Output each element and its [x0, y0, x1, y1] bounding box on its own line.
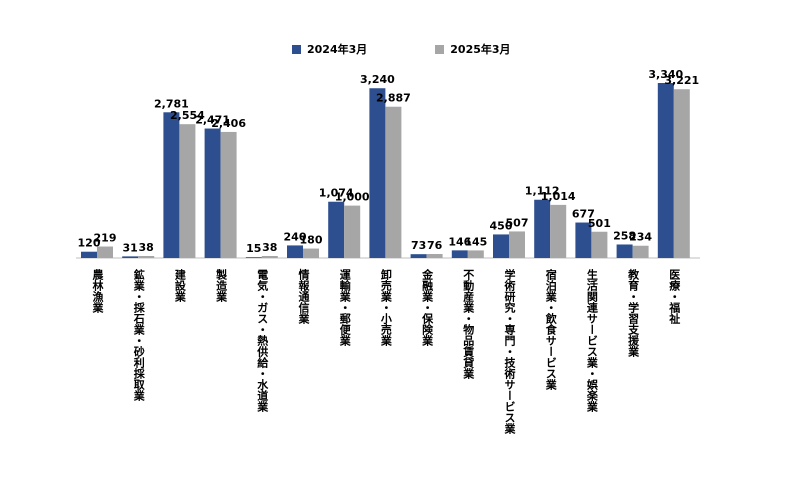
- bar-2024-2: [163, 112, 180, 258]
- x-tick-label-11: 宿泊業・飲食サービス業: [544, 269, 558, 390]
- data-label-2024-5: 240: [284, 230, 307, 243]
- x-tick-label-8: 金融業・保険業: [420, 269, 434, 346]
- data-label-2025-0: 219: [94, 232, 117, 245]
- legend-swatch-2024: [292, 44, 301, 54]
- data-label-2024-2: 2,781: [154, 97, 189, 110]
- bar-2024-13: [616, 244, 633, 258]
- bar-2024-0: [81, 251, 97, 258]
- x-tick-label-1: 鉱業・採石業・砂利採取業: [132, 269, 146, 401]
- legend: 2024年3月 2025年3月: [292, 41, 511, 57]
- bar-2024-9: [451, 250, 468, 258]
- data-label-2024-12: 677: [572, 208, 595, 221]
- data-label-2025-1: 38: [139, 241, 154, 254]
- bar-2024-4: [245, 257, 262, 258]
- data-label-2025-2: 2,554: [170, 109, 205, 122]
- bar-2025-12: [591, 231, 608, 258]
- x-tick-label-2: 建設業: [173, 269, 187, 302]
- bar-2025-10: [509, 231, 525, 258]
- x-tick-label-12: 生活関連サービス業・娯楽業: [585, 269, 599, 412]
- data-label-2024-3: 2,471: [195, 114, 230, 127]
- data-label-2024-6: 1,074: [319, 187, 354, 200]
- bar-2025-13: [632, 245, 649, 258]
- data-label-2025-5: 180: [300, 234, 323, 247]
- data-label-2024-0: 120: [78, 237, 101, 250]
- x-tick-label-4: 電気・ガス・熱供給・水道業: [255, 269, 269, 412]
- bar-2025-5: [303, 248, 319, 258]
- x-tick-label-7: 卸売業・小売業: [379, 269, 393, 346]
- bar-2025-3: [220, 131, 237, 258]
- data-label-2024-13: 258: [613, 229, 636, 242]
- data-label-2025-3: 2,406: [211, 117, 246, 130]
- bar-2024-7: [369, 88, 386, 258]
- data-label-2024-10: 450: [490, 219, 513, 232]
- bar-2024-5: [287, 245, 303, 258]
- bar-2024-1: [122, 256, 139, 258]
- bar-2024-12: [575, 222, 592, 258]
- data-label-2024-8: 73: [411, 239, 426, 252]
- bar-2024-6: [328, 201, 345, 258]
- data-label-2024-1: 31: [123, 241, 138, 254]
- data-label-2024-9: 146: [448, 235, 471, 248]
- bar-2025-14: [673, 89, 690, 258]
- data-label-2024-11: 1,112: [525, 185, 560, 198]
- data-label-2024-4: 15: [246, 242, 261, 255]
- data-label-2025-4: 38: [262, 241, 277, 254]
- data-label-2025-13: 234: [629, 231, 652, 244]
- bar-2024-14: [657, 83, 674, 258]
- legend-label-2025: 2025年3月: [450, 43, 511, 56]
- data-label-2025-6: 1,000: [335, 191, 370, 204]
- data-label-2024-7: 3,240: [360, 73, 395, 86]
- bar-2025-8: [426, 254, 443, 258]
- x-tick-label-5: 情報通信業: [297, 269, 310, 324]
- legend-label-2024: 2024年3月: [307, 43, 368, 56]
- x-tick-label-0: 農林漁業: [91, 269, 104, 313]
- data-label-2025-11: 1,014: [541, 190, 576, 203]
- bar-2024-10: [493, 234, 509, 258]
- data-label-2025-8: 76: [427, 239, 443, 252]
- legend-swatch-2025: [435, 44, 445, 54]
- x-tick-label-10: 学術研究・専門・技術サービス業: [503, 269, 516, 434]
- bar-2024-8: [410, 254, 427, 258]
- bar-2025-9: [467, 250, 484, 258]
- data-label-2025-9: 145: [464, 235, 487, 248]
- bar-2024-11: [534, 199, 551, 258]
- data-label-2025-10: 507: [506, 216, 529, 229]
- bar-2025-0: [97, 246, 113, 258]
- x-tick-label-14: 医療・福祉: [667, 269, 681, 324]
- data-label-2024-14: 3,340: [648, 68, 683, 81]
- bar-2025-7: [385, 106, 402, 258]
- bar-2024-3: [204, 128, 221, 258]
- x-tick-label-13: 教育・学習支援業: [626, 269, 640, 357]
- data-label-2025-14: 3,221: [664, 74, 699, 87]
- x-tick-label-3: 製造業: [214, 269, 228, 302]
- bar-2025-1: [138, 256, 155, 258]
- bar-2025-11: [550, 204, 567, 258]
- data-label-2025-12: 501: [588, 217, 611, 230]
- data-label-2025-7: 2,887: [376, 92, 411, 105]
- x-tick-label-9: 不動産業・物品賃貸業: [461, 269, 475, 379]
- bar-2025-4: [261, 256, 278, 258]
- x-tick-label-6: 運輸業・郵便業: [338, 269, 352, 346]
- bar-2025-6: [344, 205, 361, 258]
- bar-2025-2: [179, 124, 196, 258]
